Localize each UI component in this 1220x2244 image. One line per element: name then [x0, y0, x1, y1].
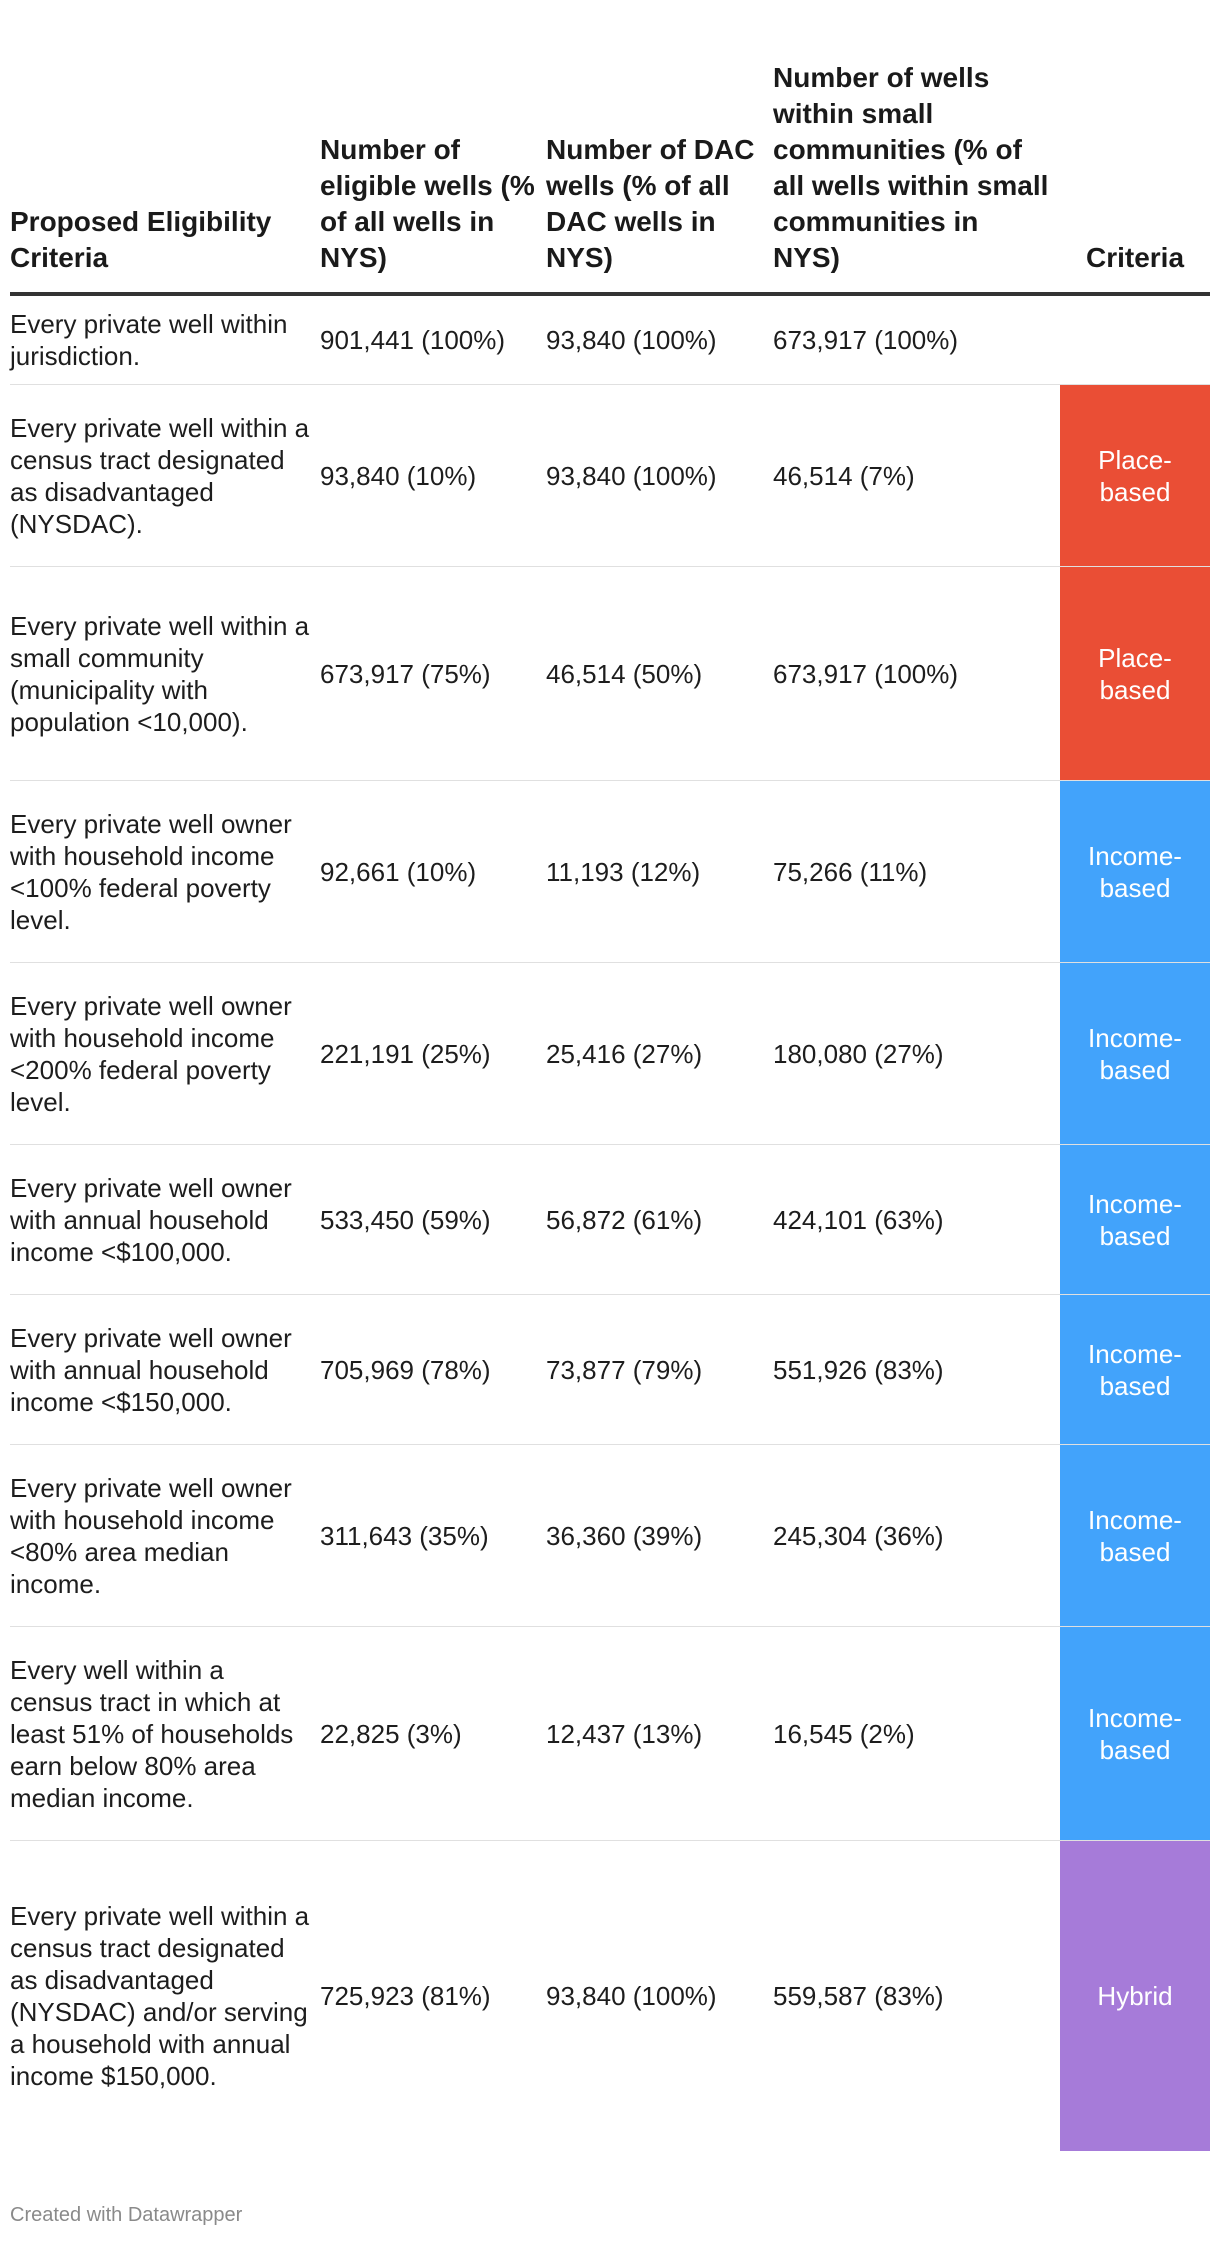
cell-dac-wells: 93,840 (100%): [546, 294, 773, 385]
cell-criteria-text: Every private well within a small commun…: [10, 566, 320, 781]
criteria-label-part: Income-: [1088, 840, 1182, 871]
cell-criteria-text: Every private well owner with annual hou…: [10, 1144, 320, 1295]
cell-small-community-wells: 673,917 (100%): [773, 294, 1060, 385]
cell-criteria-category: Income-based: [1060, 962, 1210, 1145]
cell-small-community-wells: 75,266 (11%): [773, 780, 1060, 963]
header-small-community-wells[interactable]: Number of wells within small communities…: [773, 40, 1060, 296]
table-row: Every private well owner with household …: [10, 962, 1210, 1145]
cell-criteria-text: Every private well within a census tract…: [10, 1900, 310, 2091]
table-row: Every private well within a census tract…: [10, 1840, 1210, 2151]
cell-criteria-text: Every private well owner with household …: [10, 962, 320, 1145]
cell-dac-wells: 25,416 (27%): [546, 962, 773, 1145]
table-row: Every private well owner with household …: [10, 1444, 1210, 1627]
cell-eligible-wells: 92,661 (10%): [320, 780, 546, 963]
header-dac-wells[interactable]: Number of DAC wells (% of all DAC wells …: [546, 40, 773, 296]
table-row: Every private well owner with annual hou…: [10, 1144, 1210, 1295]
cell-criteria-text: Every private well within a census tract…: [10, 384, 320, 567]
header-eligible-wells[interactable]: Number of eligible wells (% of all wells…: [320, 40, 546, 296]
cell-criteria-category: Income-based: [1060, 1444, 1210, 1627]
table-row: Every well within a census tract in whic…: [10, 1626, 1210, 1841]
cell-small-community-wells: 16,545 (2%): [773, 1626, 1060, 1841]
table-body: Every private well within jurisdiction. 9…: [10, 294, 1210, 2151]
criteria-label-part: based: [1099, 674, 1171, 705]
cell-small-community-wells: 673,917 (100%): [773, 566, 1060, 781]
cell-criteria-text: Every private well owner with household …: [10, 780, 320, 963]
cell-eligible-wells: 673,917 (75%): [320, 566, 546, 781]
cell-dac-wells: 11,193 (12%): [546, 780, 773, 963]
cell-dac-wells: 73,877 (79%): [546, 1294, 773, 1445]
criteria-label-part: Income-: [1088, 1338, 1182, 1369]
criteria-label-part: Income-: [1088, 1702, 1182, 1733]
cell-criteria-category: Place-based: [1060, 384, 1210, 567]
cell-small-community-wells: 551,926 (83%): [773, 1294, 1060, 1445]
criteria-label-part: based: [1099, 872, 1171, 903]
cell-criteria-category: Income-based: [1060, 780, 1210, 963]
eligibility-table: Proposed Eligibility Criteria Number of …: [10, 40, 1210, 2151]
criteria-label-part: Income-: [1088, 1188, 1182, 1219]
cell-small-community-wells: 245,304 (36%): [773, 1444, 1060, 1627]
criteria-label-part: Place-: [1098, 642, 1172, 673]
cell-eligible-wells: 221,191 (25%): [320, 962, 546, 1145]
cell-small-community-wells: 180,080 (27%): [773, 962, 1060, 1145]
cell-dac-wells: 56,872 (61%): [546, 1144, 773, 1295]
cell-small-community-wells: 424,101 (63%): [773, 1144, 1060, 1295]
cell-eligible-wells: 901,441 (100%): [320, 294, 546, 385]
table-row: Every private well owner with annual hou…: [10, 1294, 1210, 1445]
cell-criteria-text: Every private well within jurisdiction.: [10, 294, 320, 385]
cell-dac-wells: 93,840 (100%): [546, 384, 773, 567]
cell-criteria-category: Income-based: [1060, 1626, 1210, 1841]
table-row: Every private well owner with household …: [10, 780, 1210, 963]
table-row: Every private well within a small commun…: [10, 566, 1210, 781]
header-proposed-criteria[interactable]: Proposed Eligibility Criteria: [10, 40, 320, 296]
cell-dac-wells: 36,360 (39%): [546, 1444, 773, 1627]
datawrapper-credit: Created with Datawrapper: [10, 2204, 243, 2226]
eligibility-table-container: Proposed Eligibility Criteria Number of …: [10, 40, 1210, 2151]
cell-dac-wells: 12,437 (13%): [546, 1626, 773, 1841]
cell-eligible-wells: 725,923 (81%): [320, 1980, 491, 2011]
table-row: Every private well within jurisdiction. 9…: [10, 294, 1210, 385]
table-header-row: Proposed Eligibility Criteria Number of …: [10, 40, 1210, 296]
cell-criteria-category: Income-based: [1060, 1294, 1210, 1445]
cell-criteria-text: Every private well owner with household …: [10, 1444, 320, 1627]
cell-criteria-category: Hybrid: [1060, 1840, 1210, 2151]
criteria-label-part: Income-: [1088, 1504, 1182, 1535]
cell-eligible-wells: 22,825 (3%): [320, 1626, 546, 1841]
criteria-label-part: based: [1099, 1734, 1171, 1765]
header-criteria[interactable]: Criteria: [1060, 40, 1210, 296]
cell-small-community-wells: 46,514 (7%): [773, 384, 1060, 567]
cell-criteria-text: Every well within a census tract in whic…: [10, 1626, 320, 1841]
criteria-label-part: Place-: [1098, 444, 1172, 475]
criteria-label-part: based: [1099, 1536, 1171, 1567]
criteria-label-part: based: [1099, 1220, 1171, 1251]
cell-eligible-wells: 93,840 (10%): [320, 384, 546, 567]
cell-criteria-category: [1060, 294, 1210, 385]
cell-eligible-wells: 311,643 (35%): [320, 1444, 546, 1627]
cell-small-community-wells: 559,587 (83%): [773, 1980, 944, 2011]
table-row: Every private well within a census tract…: [10, 384, 1210, 567]
criteria-label-part: Income-: [1088, 1022, 1182, 1053]
cell-dac-wells: 46,514 (50%): [546, 566, 773, 781]
cell-criteria-category: Income-based: [1060, 1144, 1210, 1295]
cell-eligible-wells: 705,969 (78%): [320, 1294, 546, 1445]
criteria-label-part: based: [1099, 1370, 1171, 1401]
cell-criteria-category: Place-based: [1060, 566, 1210, 781]
criteria-label-part: based: [1099, 1054, 1171, 1085]
criteria-label-part: based: [1099, 476, 1171, 507]
cell-criteria-text: Every private well owner with annual hou…: [10, 1294, 320, 1445]
cell-eligible-wells: 533,450 (59%): [320, 1144, 546, 1295]
cell-dac-wells: 93,840 (100%): [546, 1980, 717, 2011]
